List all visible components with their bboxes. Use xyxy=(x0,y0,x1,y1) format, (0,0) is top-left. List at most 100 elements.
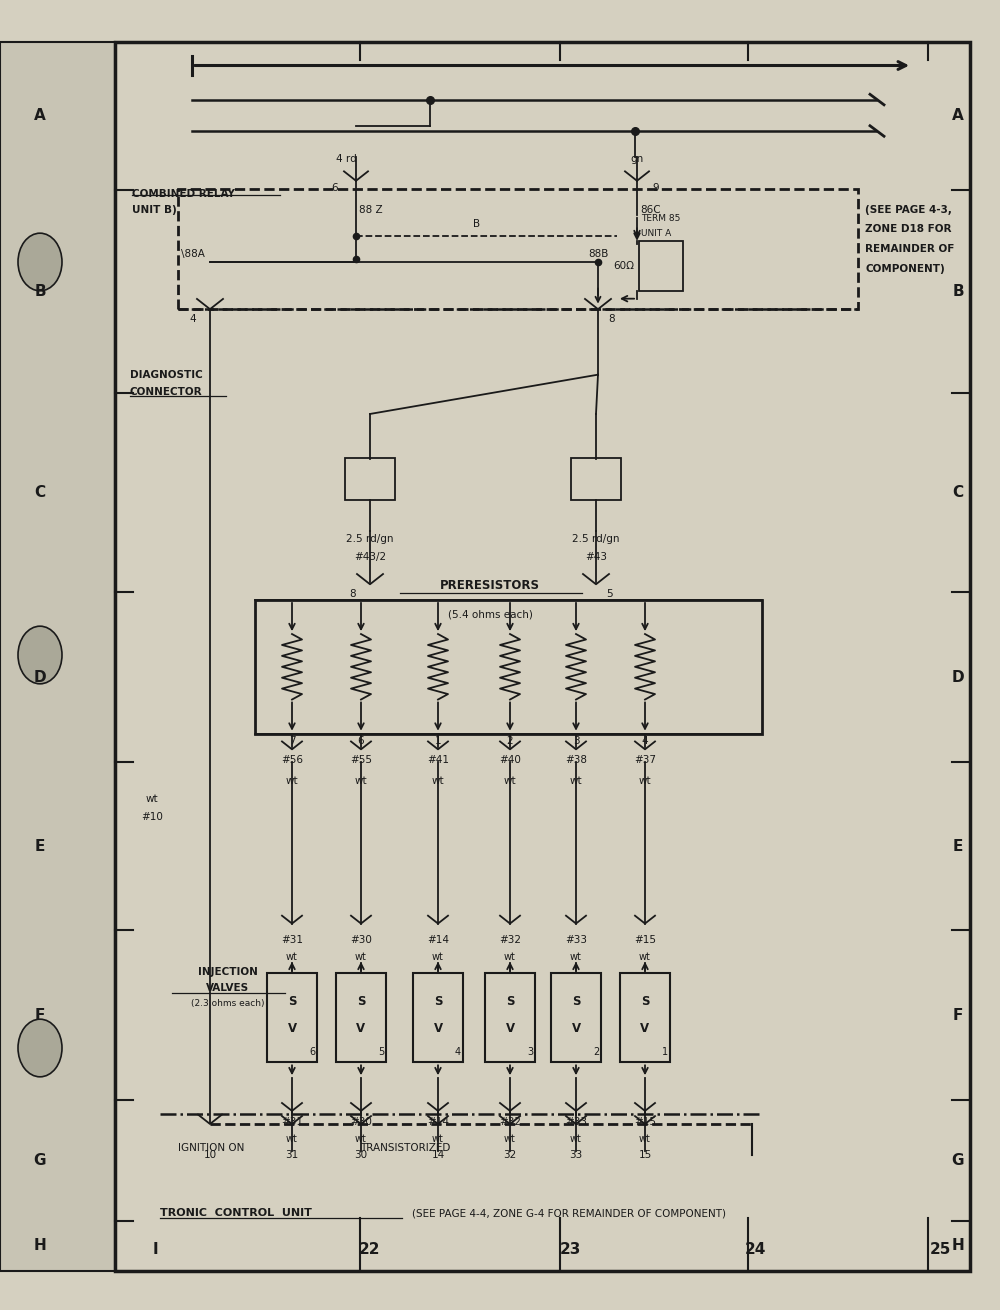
Text: 2: 2 xyxy=(507,736,513,747)
Text: 15: 15 xyxy=(638,1150,652,1161)
Text: 86C: 86C xyxy=(640,204,661,215)
Text: 22: 22 xyxy=(359,1242,381,1258)
Text: #14: #14 xyxy=(427,1117,449,1128)
Text: #43/2: #43/2 xyxy=(354,552,386,562)
Text: wt: wt xyxy=(355,776,367,786)
Text: #55: #55 xyxy=(350,755,372,765)
Text: 31: 31 xyxy=(285,1150,299,1161)
Text: #37: #37 xyxy=(634,755,656,765)
Text: 60Ω: 60Ω xyxy=(613,261,634,271)
Text: 6: 6 xyxy=(358,736,364,747)
Text: TERM 85: TERM 85 xyxy=(641,214,680,223)
Text: 10: 10 xyxy=(203,1150,217,1161)
Text: #32: #32 xyxy=(499,935,521,946)
Text: C: C xyxy=(952,485,964,500)
Text: TRANSISTORIZED: TRANSISTORIZED xyxy=(360,1142,450,1153)
Text: \88A: \88A xyxy=(181,249,205,259)
Text: B: B xyxy=(473,219,480,229)
Text: #33: #33 xyxy=(565,935,587,946)
Text: #33: #33 xyxy=(565,1117,587,1128)
Bar xyxy=(413,973,463,1062)
Text: wt: wt xyxy=(286,952,298,963)
Text: wt: wt xyxy=(146,794,158,804)
Text: 4 rd: 4 rd xyxy=(336,153,356,164)
Text: REMAINDER OF: REMAINDER OF xyxy=(865,244,954,254)
Text: D: D xyxy=(34,669,46,685)
Text: 88 Z: 88 Z xyxy=(359,204,383,215)
Text: 23: 23 xyxy=(559,1242,581,1258)
Text: E: E xyxy=(35,838,45,854)
Text: #40: #40 xyxy=(499,755,521,765)
Text: wt: wt xyxy=(432,776,444,786)
Text: 8: 8 xyxy=(608,314,615,325)
Bar xyxy=(571,458,621,500)
Text: #32: #32 xyxy=(499,1117,521,1128)
Bar xyxy=(345,458,395,500)
Bar xyxy=(639,241,683,291)
Text: #41: #41 xyxy=(427,755,449,765)
Text: D: D xyxy=(952,669,964,685)
Text: #30: #30 xyxy=(350,1117,372,1128)
Bar xyxy=(267,973,317,1062)
Text: S: S xyxy=(357,996,365,1009)
Text: 32: 32 xyxy=(503,1150,517,1161)
Text: I: I xyxy=(152,1242,158,1258)
Text: wt: wt xyxy=(432,1134,444,1145)
Text: H: H xyxy=(952,1238,964,1254)
Text: 2.5 rd/gn: 2.5 rd/gn xyxy=(572,534,620,545)
Text: 9: 9 xyxy=(652,183,659,194)
Text: #15: #15 xyxy=(634,935,656,946)
Text: A: A xyxy=(952,109,964,123)
Text: 5: 5 xyxy=(606,590,613,600)
Text: 4: 4 xyxy=(455,1047,461,1057)
Text: 4: 4 xyxy=(189,314,196,325)
Text: COMBINED RELAY: COMBINED RELAY xyxy=(132,189,235,199)
Text: wt: wt xyxy=(355,1134,367,1145)
Text: PRERESISTORS: PRERESISTORS xyxy=(440,579,540,592)
Text: wt: wt xyxy=(286,776,298,786)
Text: H: H xyxy=(34,1238,46,1254)
Text: wt: wt xyxy=(639,952,651,963)
Text: V: V xyxy=(505,1022,515,1035)
Text: ZONE D18 FOR: ZONE D18 FOR xyxy=(865,224,952,234)
Text: F: F xyxy=(953,1007,963,1023)
Text: S: S xyxy=(434,996,442,1009)
Text: 5: 5 xyxy=(378,1047,384,1057)
Text: wt: wt xyxy=(504,1134,516,1145)
Text: 1: 1 xyxy=(662,1047,668,1057)
Text: DIAGNOSTIC: DIAGNOSTIC xyxy=(130,369,203,380)
Text: B: B xyxy=(952,284,964,299)
Text: #14: #14 xyxy=(427,935,449,946)
Text: UNIT B): UNIT B) xyxy=(132,204,177,215)
Text: 8: 8 xyxy=(349,590,356,600)
Text: CONNECTOR: CONNECTOR xyxy=(130,386,203,397)
Bar xyxy=(336,973,386,1062)
Text: 88B: 88B xyxy=(588,249,608,259)
Text: (2.3 ohms each): (2.3 ohms each) xyxy=(191,1000,265,1007)
Text: 3: 3 xyxy=(573,736,579,747)
Text: 1: 1 xyxy=(435,736,441,747)
Text: (5.4 ohms each): (5.4 ohms each) xyxy=(448,609,532,620)
Bar xyxy=(0,42,115,1271)
Text: 14: 14 xyxy=(431,1150,445,1161)
Text: E: E xyxy=(953,838,963,854)
Text: V: V xyxy=(356,1022,366,1035)
Text: #31: #31 xyxy=(281,1117,303,1128)
Text: 6: 6 xyxy=(331,183,338,194)
Text: 3: 3 xyxy=(527,1047,533,1057)
Text: wt: wt xyxy=(570,1134,582,1145)
Text: 6: 6 xyxy=(309,1047,315,1057)
Text: COMPONENT): COMPONENT) xyxy=(865,263,945,274)
Text: S: S xyxy=(506,996,514,1009)
Bar xyxy=(115,42,970,1271)
Text: 33: 33 xyxy=(569,1150,583,1161)
Text: wt: wt xyxy=(432,952,444,963)
Text: VALVES: VALVES xyxy=(206,982,250,993)
Text: wt: wt xyxy=(639,776,651,786)
Text: G: G xyxy=(34,1153,46,1169)
Text: 30: 30 xyxy=(354,1150,368,1161)
Bar xyxy=(255,600,762,734)
Text: C: C xyxy=(34,485,46,500)
Text: V: V xyxy=(433,1022,443,1035)
Text: B: B xyxy=(34,284,46,299)
